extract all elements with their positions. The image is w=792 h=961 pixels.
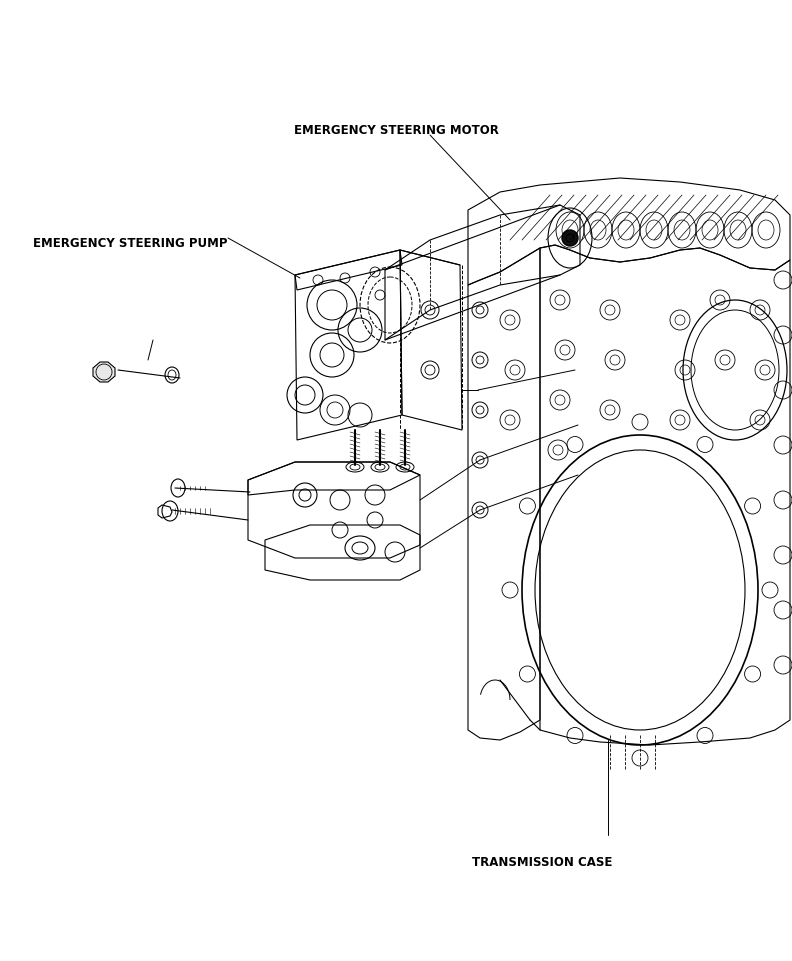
Text: EMERGENCY STEERING PUMP: EMERGENCY STEERING PUMP (33, 236, 228, 250)
Ellipse shape (562, 230, 578, 246)
Ellipse shape (566, 234, 574, 242)
Polygon shape (93, 362, 115, 382)
Text: TRANSMISSION CASE: TRANSMISSION CASE (472, 855, 613, 869)
Text: EMERGENCY STEERING MOTOR: EMERGENCY STEERING MOTOR (294, 124, 498, 137)
